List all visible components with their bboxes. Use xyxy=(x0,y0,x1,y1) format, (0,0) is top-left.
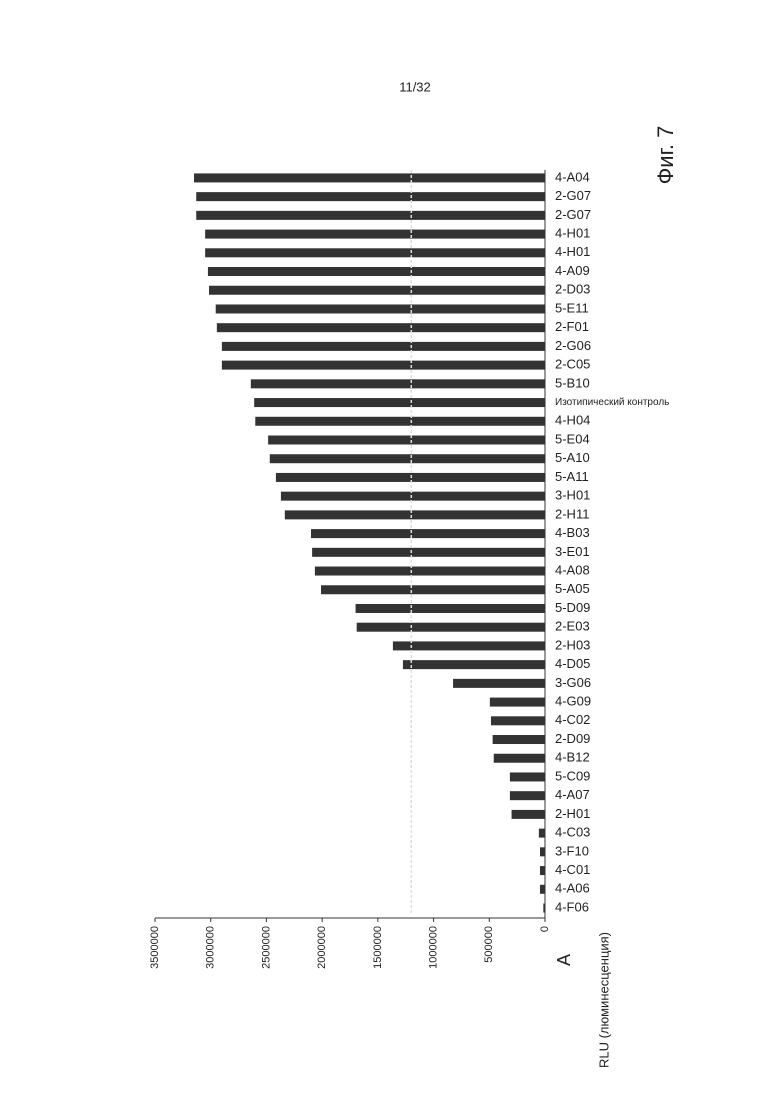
x-tick-label: 4-C01 xyxy=(555,862,590,877)
bar xyxy=(543,904,545,913)
y-tick-label: 3000000 xyxy=(205,926,217,969)
x-tick-label: 3-G06 xyxy=(555,675,591,690)
y-tick-label: 500000 xyxy=(483,926,495,963)
panel-label: A xyxy=(554,954,574,966)
x-tick-label: 2-H03 xyxy=(555,637,590,652)
x-tick-label: 4-D05 xyxy=(555,656,590,671)
bar xyxy=(311,529,545,538)
x-tick-label: 4-A08 xyxy=(555,562,590,577)
bar xyxy=(205,230,545,239)
bar xyxy=(540,866,545,875)
x-tick-label: 2-H01 xyxy=(555,806,590,821)
x-tick-label: 4-C02 xyxy=(555,712,590,727)
bar xyxy=(493,735,545,744)
bar xyxy=(281,492,545,501)
figure-label: Фиг. 7 xyxy=(653,126,678,185)
x-tick-label: 5-D09 xyxy=(555,600,590,615)
x-tick-label: 2-G07 xyxy=(555,207,591,222)
x-tick-label: 2-D03 xyxy=(555,282,590,297)
y-tick-label: 1000000 xyxy=(427,926,439,969)
x-tick-label: 5-A05 xyxy=(555,581,590,596)
x-tick-label: 4-A06 xyxy=(555,881,590,896)
x-tick-label: 4-B03 xyxy=(555,525,590,540)
x-tick-label: 2-F01 xyxy=(555,319,589,334)
bar xyxy=(217,323,545,332)
x-tick-label: 3-H01 xyxy=(555,488,590,503)
bar xyxy=(540,885,545,894)
x-tick-label: 4-F06 xyxy=(555,899,589,914)
bar xyxy=(403,660,545,669)
bar xyxy=(276,473,545,482)
x-tick-label: 4-C03 xyxy=(555,825,590,840)
bar xyxy=(453,679,545,688)
bar xyxy=(491,716,545,725)
bar xyxy=(315,567,545,576)
bar xyxy=(357,623,545,632)
x-tick-label: 5-A10 xyxy=(555,450,590,465)
y-tick-label: 1500000 xyxy=(372,926,384,969)
bar xyxy=(196,192,545,201)
y-tick-label: 3500000 xyxy=(149,926,161,969)
bar xyxy=(393,641,545,650)
bar xyxy=(270,454,545,463)
y-tick-label: 2500000 xyxy=(260,926,272,969)
bar xyxy=(194,173,545,182)
bar xyxy=(512,810,545,819)
bar xyxy=(208,267,545,276)
x-tick-label: 2-G06 xyxy=(555,338,591,353)
page-number: 11/32 xyxy=(399,79,431,94)
x-tick-label: Изотипический контроль xyxy=(555,397,669,408)
x-tick-label: 2-D09 xyxy=(555,731,590,746)
x-tick-label: 2-G07 xyxy=(555,188,591,203)
x-tick-label: 3-E01 xyxy=(555,544,590,559)
bar xyxy=(494,754,545,763)
x-tick-label: 4-H01 xyxy=(555,226,590,241)
x-tick-label: 4-G09 xyxy=(555,694,591,709)
bar xyxy=(209,286,545,295)
x-tick-label: 4-A09 xyxy=(555,263,590,278)
chart: Фиг. 7 A RLU (люминесценция) 0 500000 1000… xyxy=(149,126,678,1068)
bar xyxy=(196,211,545,220)
x-tick-label: 2-C05 xyxy=(555,357,590,372)
bar xyxy=(251,379,545,388)
x-tick-label: 4-A07 xyxy=(555,787,590,802)
bar xyxy=(254,398,545,407)
bar xyxy=(312,548,545,557)
bar xyxy=(285,510,545,519)
x-tick-label: 4-B12 xyxy=(555,750,590,765)
x-tick-label: 5-A11 xyxy=(555,469,589,484)
x-tick-label: 5-B10 xyxy=(555,375,590,390)
bar xyxy=(222,361,545,370)
bar xyxy=(255,417,545,426)
x-tick-label: 4-H04 xyxy=(555,413,590,428)
x-tick-label: 5-E11 xyxy=(555,300,589,315)
x-tick-label: 4-H01 xyxy=(555,244,590,259)
x-tick-label: 5-C09 xyxy=(555,768,590,783)
axis-title: RLU (люминесценция) xyxy=(596,932,611,1068)
bar xyxy=(540,847,545,856)
bar xyxy=(510,791,545,800)
bar xyxy=(321,585,545,594)
bar xyxy=(510,772,545,781)
bar xyxy=(539,829,545,838)
category-labels: 4-F06 4-A06 4-C01 3-F10 4-C03 2-H01 4-A07 5-C09… xyxy=(555,169,669,914)
x-tick-label: 2-H11 xyxy=(555,506,589,521)
y-tick-label: 2000000 xyxy=(316,926,328,969)
bar xyxy=(268,436,545,445)
x-tick-label: 5-E04 xyxy=(555,431,590,446)
bar xyxy=(205,248,545,257)
page: 11/32 Фиг. 7 A RLU (люминесценция) 0 5000… xyxy=(0,0,780,1098)
bar xyxy=(216,304,545,313)
x-tick-label: 4-A04 xyxy=(555,169,590,184)
y-tick-label: 0 xyxy=(539,926,551,932)
bar xyxy=(222,342,545,351)
bar xyxy=(356,604,545,613)
x-tick-label: 2-E03 xyxy=(555,619,590,634)
x-tick-label: 3-F10 xyxy=(555,843,589,858)
bar xyxy=(490,698,545,707)
